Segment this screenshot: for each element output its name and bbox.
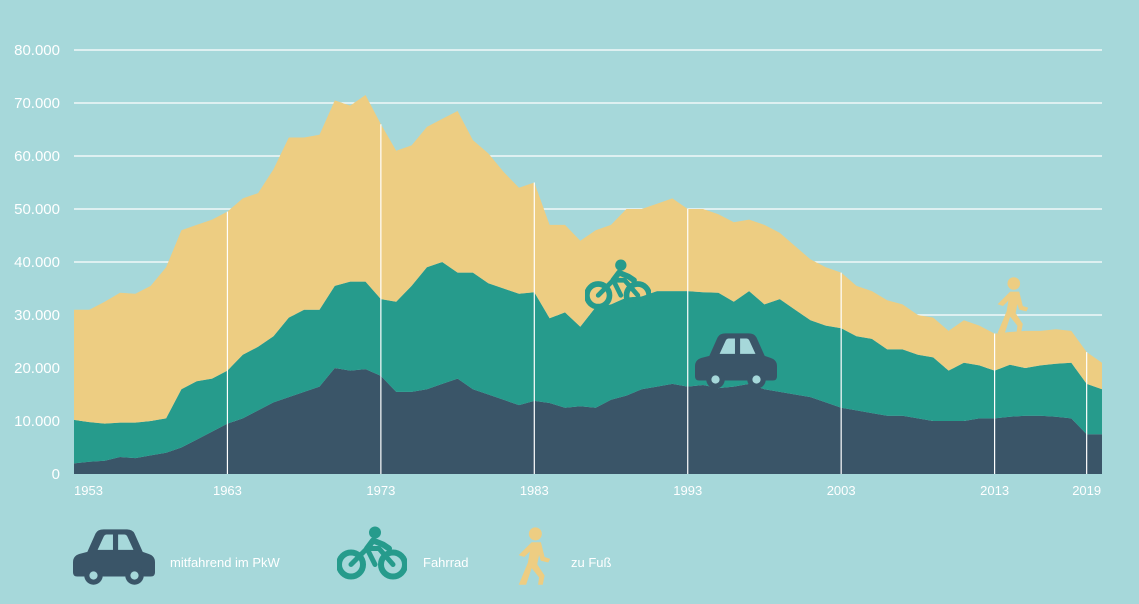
pedestrian-icon: [518, 527, 551, 585]
x-axis-ticks: 1953 1963 1973 1983 1993 2003 2013 2019: [74, 483, 1101, 498]
x-tick-label: 1973: [366, 483, 395, 498]
legend-item-walk: zu Fuß: [518, 527, 612, 585]
y-tick-label: 70.000: [14, 95, 60, 112]
legend: mitfahrend im PkW Fahrrad zu Fuß: [73, 527, 612, 585]
x-tick-label: 2019: [1072, 483, 1101, 498]
y-tick-label: 30.000: [14, 307, 60, 324]
y-tick-label: 0: [52, 466, 60, 483]
legend-item-car: mitfahrend im PkW: [73, 529, 281, 585]
y-tick-label: 20.000: [14, 360, 60, 377]
area-zu-fu-: [74, 95, 1102, 424]
x-tick-label: 1963: [213, 483, 242, 498]
legend-label: Fahrrad: [423, 555, 469, 570]
x-tick-label: 2013: [980, 483, 1009, 498]
y-axis-ticks: 0 10.000 20.000 30.000 40.000 50.000 60.000 70.…: [14, 42, 60, 483]
x-tick-label: 1993: [673, 483, 702, 498]
x-tick-label: 2003: [827, 483, 856, 498]
y-tick-label: 10.000: [14, 413, 60, 430]
area-mitfahrend-im-pkw: [74, 368, 1102, 474]
pedestrian-icon: [997, 277, 1029, 333]
y-tick-label: 80.000: [14, 42, 60, 59]
y-tick-label: 40.000: [14, 254, 60, 271]
year-marker-lines: [226, 124, 1088, 474]
legend-label: mitfahrend im PkW: [170, 555, 281, 570]
legend-label: zu Fuß: [571, 555, 612, 570]
x-tick-label: 1953: [74, 483, 103, 498]
y-tick-label: 60.000: [14, 148, 60, 165]
bicycle-icon: [339, 527, 405, 577]
x-tick-label: 1983: [520, 483, 549, 498]
legend-item-bike: Fahrrad: [339, 527, 469, 577]
area-fahrrad: [74, 262, 1102, 464]
car-icon: [73, 529, 155, 585]
areas: [74, 95, 1102, 474]
y-tick-label: 50.000: [14, 201, 60, 218]
